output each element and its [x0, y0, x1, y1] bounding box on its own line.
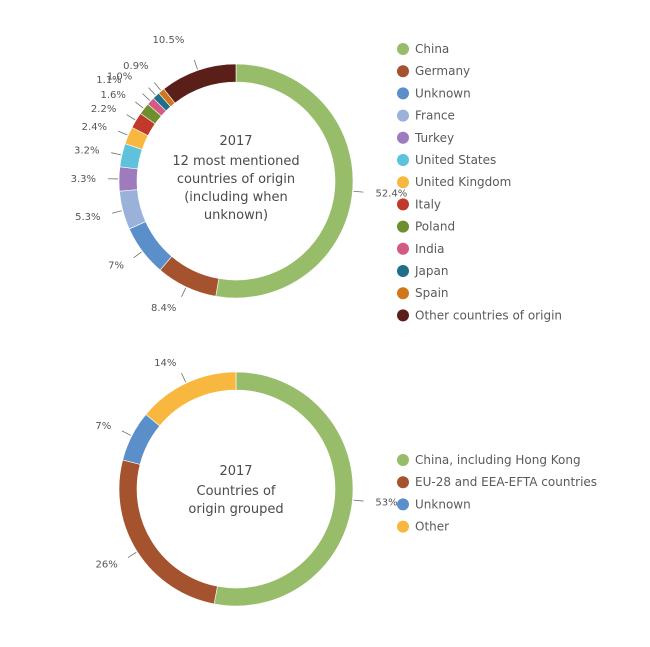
slice-label: 52.4%	[375, 189, 407, 200]
leader-line	[153, 82, 161, 91]
slice-other	[145, 371, 237, 427]
legend-label: Germany	[415, 64, 470, 78]
legend-label: EU-28 and EEA-EFTA countries	[415, 475, 597, 489]
legend-label: India	[415, 242, 444, 256]
leader-line	[135, 101, 144, 109]
donut-chart-bottom: 53% 26% 7% 14% 2017 Countries of origin groupe…	[95, 358, 597, 607]
legend-label: China, including Hong Kong	[415, 453, 581, 467]
legend-swatch	[397, 242, 409, 255]
slice-label: 7%	[95, 421, 111, 432]
leader-line	[193, 59, 198, 70]
legend-swatch	[397, 154, 409, 166]
slice-label: 53%	[375, 498, 397, 509]
slice-label: 14%	[154, 358, 176, 369]
slice-label: 1.1%	[96, 75, 121, 86]
slice-label: 10.5%	[153, 35, 185, 46]
leader-line	[142, 93, 151, 101]
legend-swatch	[397, 287, 409, 300]
center-caption-line: origin grouped	[188, 502, 283, 517]
slice-label: 3.2%	[74, 146, 99, 157]
center-caption-line: unknown)	[204, 208, 268, 223]
slice-label: 2.4%	[82, 122, 107, 133]
leader-line	[353, 499, 364, 502]
leader-line	[133, 251, 142, 259]
legend-label: United Kingdom	[415, 175, 511, 189]
legend-swatch	[397, 520, 409, 533]
leader-line	[111, 152, 122, 156]
slice-other-countries-of-origin	[163, 63, 237, 104]
slice-germany	[159, 255, 220, 297]
leader-line	[353, 190, 364, 193]
slice-unknown	[122, 413, 161, 465]
slice-france	[119, 189, 147, 230]
legend-label: France	[415, 109, 455, 123]
center-caption-line: (including when	[184, 190, 288, 205]
slice-label: 2.2%	[91, 104, 116, 115]
legend-label: Italy	[415, 197, 441, 211]
center-title: 2017	[219, 464, 252, 479]
legend-label: United States	[415, 153, 496, 167]
legend-label: Poland	[415, 220, 455, 234]
slice-label: 3.3%	[71, 174, 96, 185]
legend-swatch	[397, 109, 409, 122]
leader-line	[117, 130, 128, 136]
slice-label: 1.0%	[107, 71, 132, 82]
slice-label: 8.4%	[151, 303, 176, 314]
slice-unknown	[128, 221, 173, 271]
slice-turkey	[118, 166, 139, 192]
legend-label: China	[415, 42, 449, 56]
slice-china-including-hong-kong	[213, 371, 354, 607]
legend-label: Unknown	[415, 497, 471, 511]
slice-label: 1.6%	[101, 90, 126, 101]
legend-label: Unknown	[415, 86, 471, 100]
leader-line	[112, 210, 122, 214]
legend-swatch	[397, 454, 409, 466]
leader-line	[148, 87, 156, 96]
center-caption-line: Countries of	[197, 484, 276, 499]
leader-line	[121, 430, 132, 436]
leader-line	[127, 551, 137, 558]
legend-swatch	[397, 87, 409, 100]
legend-label: Turkey	[414, 131, 454, 145]
slice-label: 7%	[108, 261, 124, 272]
slice-label: 26%	[96, 560, 118, 571]
leader-line	[126, 114, 136, 121]
donut-chart-top: 52.4%8.4%7%5.3%3.3%3.2%2.4%2.2%1.6%1.1%1…	[71, 35, 562, 322]
leader-line	[181, 287, 187, 297]
slice-eu-28-and-eea-efta-countries	[118, 459, 218, 605]
legend-swatch	[397, 131, 409, 144]
legend-swatch	[397, 198, 409, 211]
center-caption-line: 12 most mentioned	[172, 154, 299, 169]
legend-swatch	[397, 476, 409, 489]
legend-swatch	[397, 498, 409, 511]
legend-swatch	[397, 220, 409, 233]
legend-label: Other countries of origin	[415, 308, 562, 322]
legend-swatch	[397, 265, 409, 277]
legend-swatch	[397, 176, 409, 189]
center-caption-line: countries of origin	[177, 172, 295, 187]
center-title: 2017	[219, 134, 252, 149]
legend-swatch	[397, 309, 409, 322]
legend-swatch	[397, 43, 409, 55]
legend-label: Japan	[414, 264, 448, 278]
slice-china	[215, 63, 354, 299]
legend-swatch	[397, 65, 409, 78]
legend-label: Other	[415, 520, 449, 534]
legend-label: Spain	[415, 286, 449, 300]
slice-label: 5.3%	[75, 212, 100, 223]
leader-line	[181, 373, 187, 383]
slice-label: 0.9%	[123, 61, 148, 72]
